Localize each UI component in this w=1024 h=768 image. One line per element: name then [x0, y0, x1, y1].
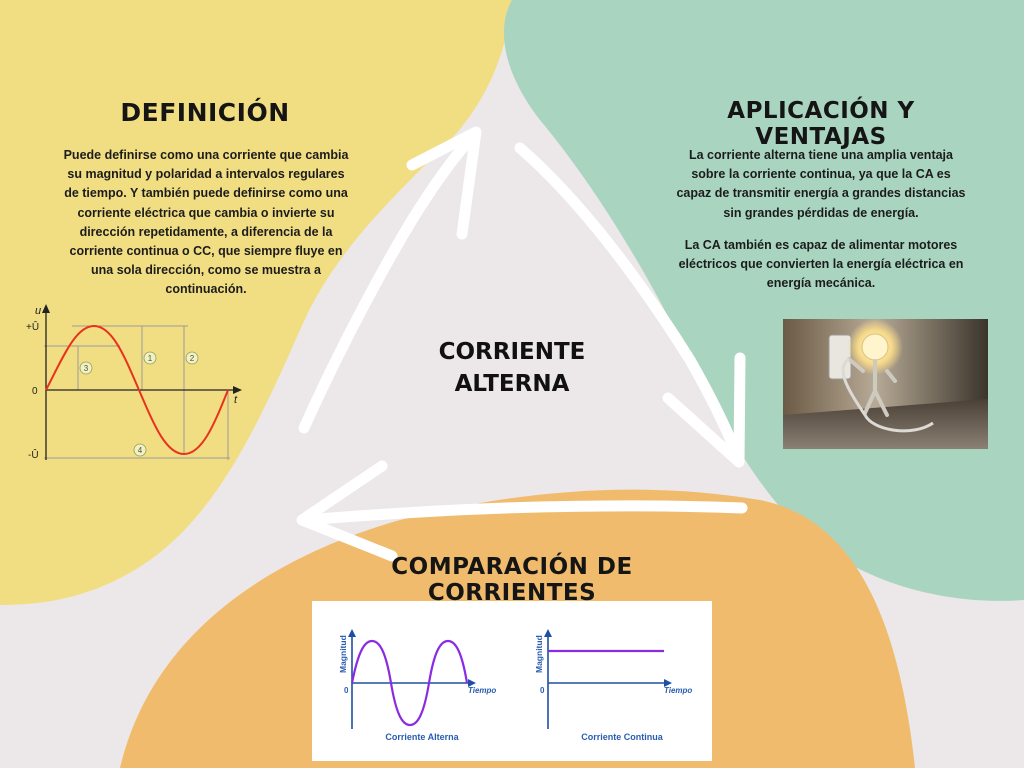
marker-3-label: 3	[84, 364, 89, 373]
arrow-right-down-head	[662, 352, 746, 468]
marker-2-circle	[185, 351, 199, 365]
arrow-right-down	[514, 142, 743, 461]
marker-3-circle	[79, 361, 93, 375]
definition-title: DEFINICIÓN	[120, 98, 290, 127]
marker-1-circle	[143, 351, 157, 365]
comparison-title: COMPARACIÓN DE CORRIENTES	[391, 554, 633, 606]
comparison-panel: Magnitud 0 Tiempo Corriente Alterna Magn…	[312, 601, 712, 761]
center-title-line-1: CORRIENTE	[438, 339, 586, 365]
cycle-arrows	[296, 126, 748, 562]
dc-caption: Corriente Continua	[581, 732, 663, 742]
sine-wave-graph: u t +Û 0 -Û 1 2 3 4	[26, 304, 242, 461]
dc-y-arrow	[544, 629, 552, 637]
arrow-left-up	[298, 129, 480, 434]
graph-x-arrow	[233, 386, 242, 394]
marker-1-label: 1	[148, 354, 153, 363]
photo-floor	[783, 399, 988, 449]
ac-graph: Magnitud 0 Tiempo Corriente Alterna	[338, 629, 496, 742]
dc-y-label: Magnitud	[534, 635, 544, 673]
dc-graph: Magnitud 0 Tiempo Corriente Continua	[534, 629, 692, 742]
graph-y-arrow	[42, 304, 50, 313]
marker-4-label: 4	[138, 446, 143, 455]
comparison-graphs: Magnitud 0 Tiempo Corriente Alterna Magn…	[338, 629, 692, 742]
lightbulb-photo	[783, 319, 988, 449]
dc-x-label: Tiempo	[664, 686, 692, 695]
ac-y-label: Magnitud	[338, 635, 348, 673]
ac-y-arrow	[348, 629, 356, 637]
ac-x-label: Tiempo	[468, 686, 496, 695]
bulb-body	[847, 357, 897, 417]
bulb-cable	[841, 357, 934, 433]
center-title: CORRIENTE ALTERNA	[432, 336, 592, 400]
dc-origin-label: 0	[540, 686, 545, 695]
center-title-line-2: ALTERNA	[454, 371, 570, 397]
graph-tick-zero: 0	[32, 386, 38, 397]
bulb-head	[861, 333, 889, 361]
ac-caption: Corriente Alterna	[385, 732, 459, 742]
arrow-left-up-head	[406, 126, 482, 240]
marker-2-label: 2	[190, 354, 195, 363]
ac-x-arrow	[468, 679, 476, 687]
applications-paragraph-2: La CA también es capaz de alimentar moto…	[678, 238, 964, 291]
graph-x-label: t	[234, 394, 238, 406]
ac-wave	[350, 639, 469, 727]
sine-curve	[45, 324, 229, 456]
graph-tick-neg: -Û	[28, 448, 39, 461]
applications-paragraph-1: La corriente alterna tiene una amplia ve…	[676, 148, 966, 220]
ac-origin-label: 0	[344, 686, 349, 695]
definition-text: Puede definirse como una corriente que c…	[63, 148, 349, 297]
graph-y-label: u	[35, 305, 41, 317]
green-blob	[503, 0, 1024, 601]
applications-title: APLICACIÓN Y VENTAJAS	[727, 98, 915, 150]
arrow-bottom-left	[300, 500, 748, 526]
dc-x-arrow	[664, 679, 672, 687]
marker-4-circle	[133, 443, 147, 457]
arrow-bottom-left-head	[296, 460, 398, 562]
graph-tick-pos: +Û	[26, 320, 39, 333]
yellow-blob	[0, 0, 512, 605]
